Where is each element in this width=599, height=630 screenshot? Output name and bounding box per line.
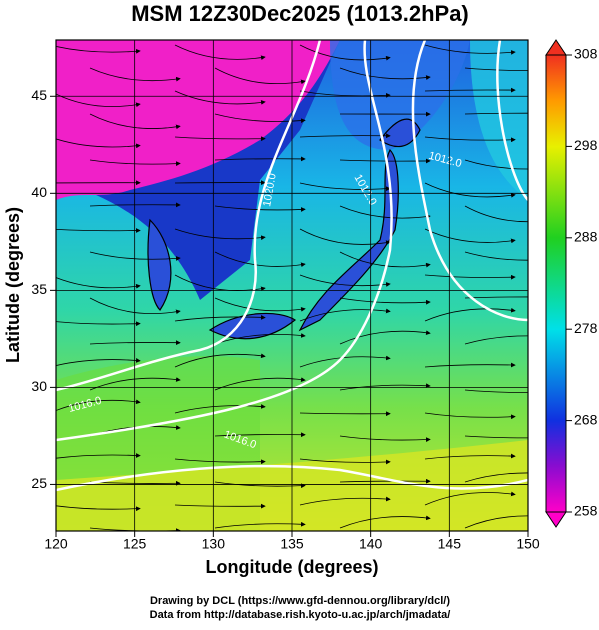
x-tick-label: 145 [438, 536, 462, 552]
y-tick-label: 45 [31, 87, 47, 103]
y-tick-label: 35 [31, 281, 47, 297]
x-tick-label: 140 [359, 536, 383, 552]
x-axis-label: Longitude (degrees) [205, 557, 378, 577]
colorbar-extend-top [546, 40, 566, 55]
colorbar-tick-label: 258 [574, 503, 598, 519]
x-tick-label: 120 [44, 536, 68, 552]
y-axis-label: Latitude (degrees) [3, 207, 23, 363]
y-tick-label: 30 [31, 378, 47, 394]
colorbar-tick-label: 268 [574, 411, 598, 427]
colorbar-tick-label: 308 [574, 46, 598, 62]
credit: Drawing by DCL (https://www.gfd-dennou.o… [150, 595, 450, 607]
x-tick-label: 130 [202, 536, 226, 552]
y-tick-label: 25 [31, 475, 47, 491]
colorbar: 258 268 278 288 298 308 [546, 40, 598, 527]
colorbar-extend-bottom [546, 512, 566, 527]
colorbar-tick-label: 278 [574, 320, 598, 336]
credit: Data from http://database.rish.kyoto-u.a… [150, 609, 451, 621]
x-tick-label: 125 [123, 536, 147, 552]
title: MSM 12Z30Dec2025 (1013.2hPa) [131, 1, 469, 26]
y-tick-label: 40 [31, 184, 47, 200]
x-tick-label: 135 [280, 536, 304, 552]
colorbar-tick-label: 288 [574, 229, 598, 245]
colorbar-tick-label: 298 [574, 137, 598, 153]
x-tick-label: 150 [516, 536, 540, 552]
colorbar-scale [546, 55, 566, 512]
colorbar-ticks: 258 268 278 288 298 308 [566, 46, 598, 519]
